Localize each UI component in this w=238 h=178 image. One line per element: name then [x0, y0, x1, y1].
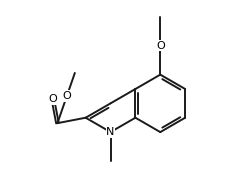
Text: N: N — [106, 127, 115, 137]
Text: O: O — [49, 94, 57, 104]
Text: O: O — [156, 41, 165, 51]
Text: O: O — [63, 91, 71, 101]
